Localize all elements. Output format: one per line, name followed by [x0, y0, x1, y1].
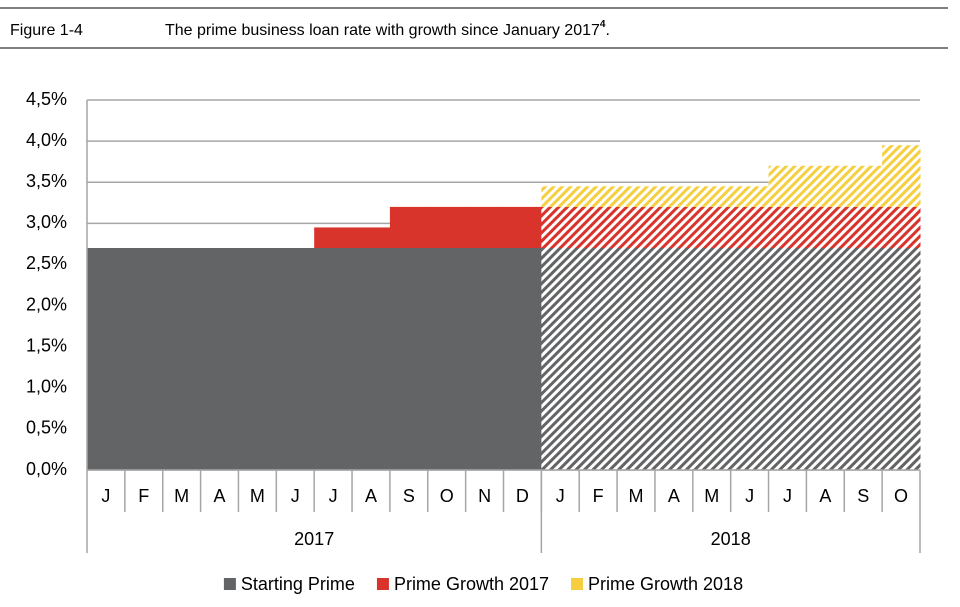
y-tick-label: 4,5%: [26, 89, 67, 109]
bar-segment: [730, 186, 770, 207]
bar-segment: [806, 206, 845, 248]
bar-segment: [579, 248, 618, 470]
bar-segment: [654, 206, 694, 248]
x-tick-label: A: [214, 486, 226, 506]
bar-segment: [654, 248, 694, 470]
bar-segment: [882, 145, 921, 207]
bar-segment: [806, 248, 845, 470]
y-tick-label: 0,5%: [26, 418, 67, 438]
bar-segment: [503, 206, 542, 248]
bar-segment: [389, 248, 429, 470]
x-tick-label: A: [668, 486, 680, 506]
bar-segment: [882, 206, 921, 248]
x-tick-label: S: [403, 486, 415, 506]
x-tick-label: F: [138, 486, 149, 506]
legend-label: Prime Growth 2017: [394, 574, 549, 594]
bar-segment: [465, 206, 504, 248]
bar-segment: [882, 248, 921, 470]
bar-segment: [276, 248, 315, 470]
bar-segment: [579, 206, 618, 248]
bar-segment: [844, 206, 883, 248]
bar-segment: [314, 248, 353, 470]
x-tick-label: M: [629, 486, 644, 506]
bar-segment: [503, 248, 542, 470]
bar-segment: [541, 248, 580, 470]
bar-segment: [541, 206, 580, 248]
bar-segment: [427, 206, 467, 248]
x-tick-label: M: [174, 486, 189, 506]
bar-segment: [541, 186, 580, 207]
x-tick-label: O: [894, 486, 908, 506]
bar-segment: [692, 186, 732, 207]
bar-segment: [806, 165, 845, 207]
bar-segment: [844, 165, 883, 207]
legend-label: Prime Growth 2018: [588, 574, 743, 594]
bar-segment: [352, 227, 391, 248]
bar-segment: [617, 186, 656, 207]
bar-segment: [200, 248, 239, 470]
x-tick-label: J: [101, 486, 110, 506]
y-tick-label: 3,5%: [26, 171, 67, 191]
title-end: .: [605, 22, 609, 39]
chart-title: The prime business loan rate with growth…: [165, 19, 610, 40]
y-tick-label: 0,0%: [26, 459, 67, 479]
bar-segment: [389, 206, 429, 248]
x-tick-label: J: [745, 486, 754, 506]
bar-segment: [730, 206, 770, 248]
x-tick-label: A: [819, 486, 831, 506]
x-tick-label: J: [291, 486, 300, 506]
group-label: 2017: [294, 529, 334, 549]
figure-label: Figure 1-4: [10, 22, 83, 39]
bar-segment: [238, 248, 277, 470]
bar-segment: [768, 165, 807, 207]
bar-segment: [844, 248, 883, 470]
title-text: The prime business loan rate with growth…: [165, 22, 600, 39]
x-tick-label: J: [783, 486, 792, 506]
bar-segment: [692, 248, 732, 470]
bar-segment: [654, 186, 694, 207]
y-tick-label: 4,0%: [26, 130, 67, 150]
bar-segment: [162, 248, 202, 470]
x-tick-label: N: [478, 486, 491, 506]
bar-segment: [768, 248, 807, 470]
group-label: 2018: [711, 529, 751, 549]
y-tick-label: 2,0%: [26, 294, 67, 314]
legend-label: Starting Prime: [241, 574, 355, 594]
x-tick-label: S: [857, 486, 869, 506]
legend-swatch: [223, 578, 236, 590]
bar-segment: [768, 206, 807, 248]
bar-segment: [352, 248, 391, 470]
title-superscript: 4: [600, 19, 606, 30]
legend-swatch: [376, 578, 389, 590]
x-tick-label: A: [365, 486, 377, 506]
x-tick-label: O: [440, 486, 454, 506]
bar-segment: [465, 248, 504, 470]
bar-segment: [87, 248, 126, 470]
bar-segment: [730, 248, 770, 470]
x-tick-label: M: [250, 486, 265, 506]
legend-swatch: [571, 578, 584, 590]
bar-segment: [314, 227, 353, 248]
bar-segment: [617, 248, 656, 470]
bar-segment: [427, 248, 467, 470]
bar-segment: [579, 186, 618, 207]
y-tick-label: 1,5%: [26, 335, 67, 355]
x-tick-label: M: [704, 486, 719, 506]
y-tick-label: 3,0%: [26, 212, 67, 232]
y-tick-label: 1,0%: [26, 377, 67, 397]
bar-segment: [617, 206, 656, 248]
y-tick-label: 2,5%: [26, 253, 67, 273]
x-tick-label: F: [593, 486, 604, 506]
x-tick-label: J: [329, 486, 338, 506]
bar-segment: [124, 248, 164, 470]
bar-segment: [692, 206, 732, 248]
x-tick-label: J: [556, 486, 565, 506]
x-tick-label: D: [516, 486, 529, 506]
